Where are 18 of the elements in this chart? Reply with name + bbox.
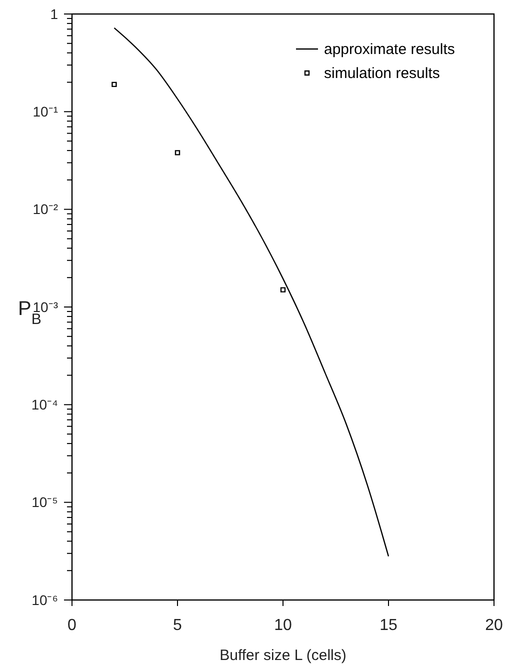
x-tick-label: 10 xyxy=(274,617,292,634)
legend-label: simulation results xyxy=(324,65,440,82)
legend-label: approximate results xyxy=(324,41,455,58)
point xyxy=(280,287,286,292)
point xyxy=(174,150,180,156)
y-tick-label: 10⁻⁶ xyxy=(32,592,58,608)
y-tick-label: 10⁻⁵ xyxy=(32,494,58,510)
y-tick-label: 10⁻³ xyxy=(32,298,58,315)
point xyxy=(112,82,117,88)
y-tick-label: 10⁻¹ xyxy=(32,104,58,120)
y-tick-label: 1 xyxy=(50,6,58,22)
x-tick-label: 20 xyxy=(485,617,503,634)
x-tick-label: 5 xyxy=(173,617,182,634)
y-tick-label: 10⁻⁴ xyxy=(31,396,58,413)
x-tick-label: 0 xyxy=(68,617,77,634)
y-tick-label: 10⁻² xyxy=(32,201,58,218)
x-tick-label: 15 xyxy=(380,617,398,634)
x-axis-title: Buffer size L (cells) xyxy=(220,647,346,664)
